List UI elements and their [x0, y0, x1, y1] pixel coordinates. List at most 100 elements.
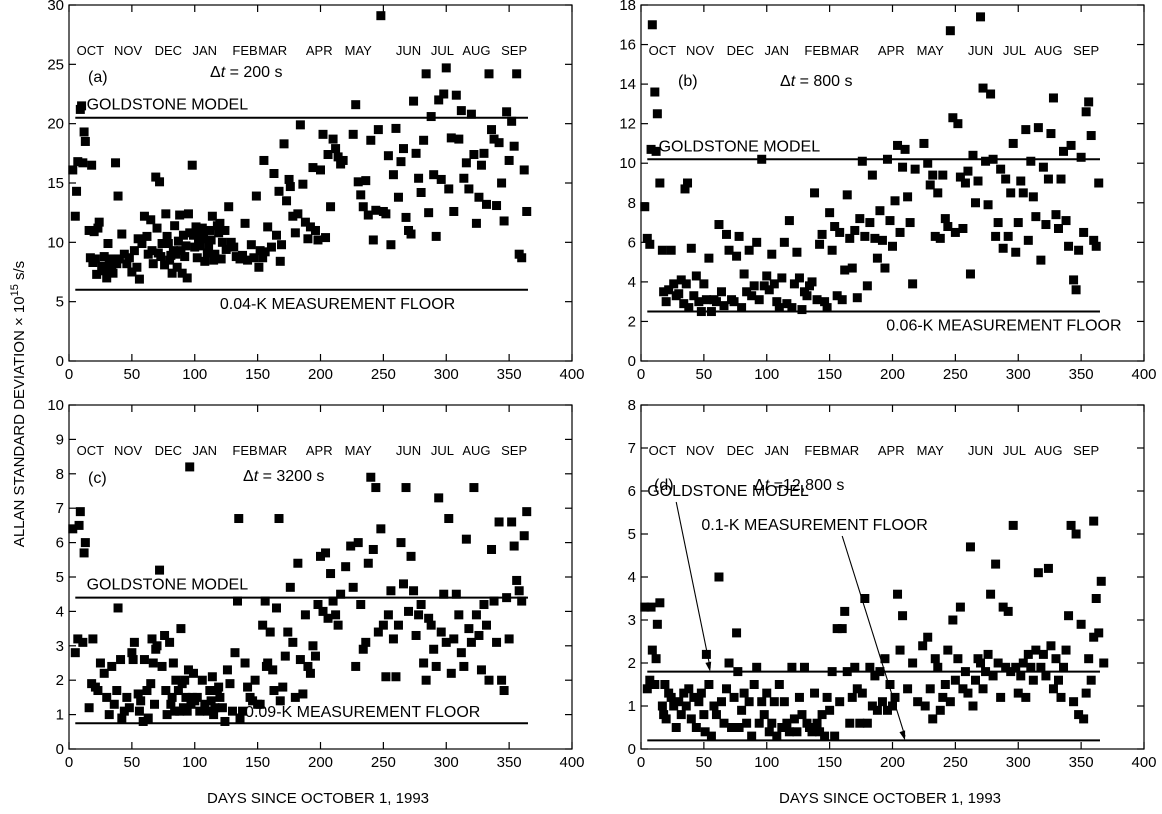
data-point	[363, 558, 373, 568]
data-point	[822, 692, 832, 702]
data-point	[368, 544, 378, 554]
month-label: AUG	[1034, 43, 1062, 58]
data-point	[122, 259, 132, 269]
data-point	[835, 697, 845, 707]
data-point	[214, 682, 224, 692]
data-point	[1018, 188, 1028, 198]
y-axis-label: ALLAN STANDARD DEVIATION × 1015 s/s	[9, 261, 28, 547]
data-point	[1064, 241, 1074, 251]
data-point	[820, 297, 830, 307]
data-point	[645, 239, 655, 249]
data-point	[220, 225, 230, 235]
data-point	[146, 679, 156, 689]
month-label: DEC	[155, 43, 182, 58]
data-point	[943, 645, 953, 655]
data-point	[191, 222, 201, 232]
data-point	[799, 662, 809, 672]
data-point	[1084, 97, 1094, 107]
data-point	[466, 109, 476, 119]
data-point	[180, 252, 190, 262]
data-point	[429, 170, 439, 180]
month-label: MAY	[917, 443, 945, 458]
data-point	[978, 83, 988, 93]
month-label: NOV	[686, 443, 715, 458]
data-point	[1089, 632, 1099, 642]
data-point	[963, 688, 973, 698]
data-point	[779, 697, 789, 707]
delta-t-label: Δt =12,800 s	[754, 477, 844, 494]
data-point	[308, 641, 318, 651]
data-point	[492, 637, 502, 647]
data-point	[640, 602, 650, 612]
data-point	[383, 151, 393, 161]
data-point	[754, 718, 764, 728]
data-point	[752, 662, 762, 672]
data-point	[318, 129, 328, 139]
data-point	[446, 133, 456, 143]
data-point	[1021, 125, 1031, 135]
callout-arrow-head	[899, 730, 906, 741]
data-point	[782, 718, 792, 728]
data-point	[742, 287, 752, 297]
data-point	[479, 148, 489, 158]
data-point	[963, 166, 973, 176]
data-point	[215, 692, 225, 702]
data-point	[424, 208, 434, 218]
callout-arrow-line	[675, 501, 711, 668]
data-point	[300, 217, 310, 227]
data-point	[207, 211, 217, 221]
data-point	[1001, 662, 1011, 672]
data-point	[857, 156, 867, 166]
data-point	[431, 661, 441, 671]
data-point	[393, 620, 403, 630]
data-point	[117, 229, 127, 239]
data-point	[502, 107, 512, 117]
data-point	[744, 245, 754, 255]
data-point	[852, 684, 862, 694]
data-point	[188, 230, 198, 240]
data-point	[206, 235, 216, 245]
data-point	[855, 214, 865, 224]
data-point	[165, 637, 175, 647]
data-point	[655, 598, 665, 608]
y-tick-label: 3	[628, 612, 636, 629]
y-tick-label: 0	[56, 353, 64, 370]
data-point	[774, 680, 784, 689]
data-point	[147, 246, 157, 256]
data-point	[852, 293, 862, 303]
data-point	[84, 703, 94, 713]
data-point	[436, 174, 446, 184]
data-point	[481, 620, 491, 630]
data-point	[168, 658, 178, 668]
data-point	[647, 645, 657, 655]
data-point	[998, 602, 1008, 612]
data-point	[759, 281, 769, 291]
data-point	[679, 688, 689, 698]
data-point	[102, 692, 112, 702]
data-point	[674, 697, 684, 707]
x-tick-label: 250	[943, 366, 968, 383]
data-point	[265, 627, 275, 637]
data-point	[706, 731, 716, 741]
data-point	[194, 236, 204, 246]
data-point	[181, 692, 191, 702]
data-point	[1041, 220, 1051, 230]
data-point	[504, 634, 514, 644]
data-point	[1041, 671, 1051, 681]
reference-line-label: GOLDSTONE MODEL	[87, 577, 249, 594]
data-point	[328, 596, 338, 606]
data-point	[792, 727, 802, 737]
data-point	[464, 184, 474, 194]
x-tick-label: 300	[434, 754, 459, 771]
data-point	[358, 202, 368, 212]
data-point	[825, 208, 835, 218]
data-point	[976, 658, 986, 668]
data-point	[1059, 146, 1069, 156]
data-point	[509, 541, 519, 551]
data-point	[124, 253, 134, 263]
data-point	[940, 680, 950, 689]
data-point	[72, 186, 82, 196]
data-point	[657, 701, 667, 711]
data-point	[293, 558, 303, 568]
data-point	[840, 606, 850, 616]
